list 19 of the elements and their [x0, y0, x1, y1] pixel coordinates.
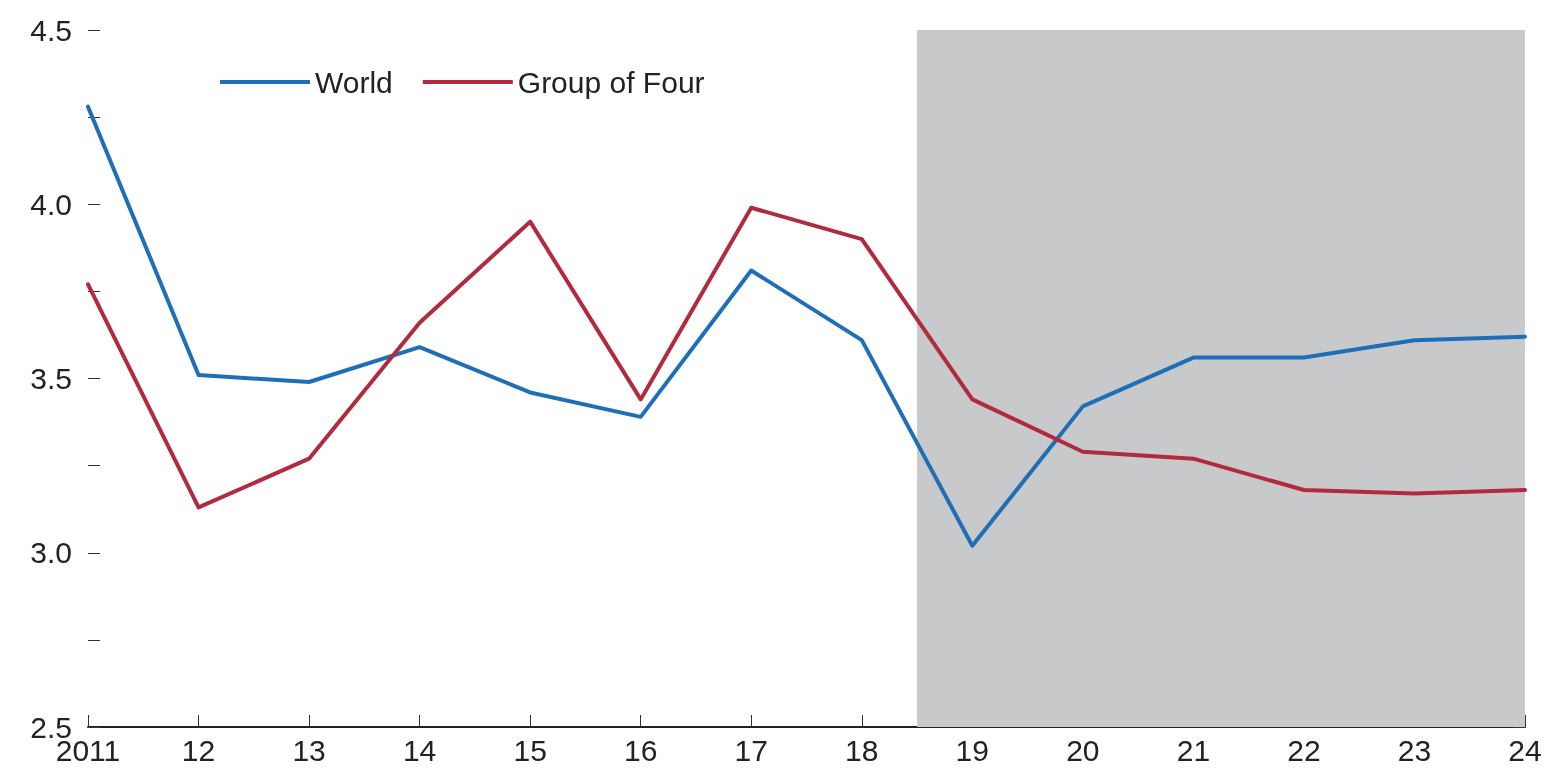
x-tick-label: 12	[181, 733, 216, 767]
y-tick-label: 4.5	[30, 13, 72, 47]
x-tick-label: 16	[624, 733, 658, 767]
x-tick-label: 21	[1176, 733, 1211, 767]
x-tick-label: 19	[955, 733, 989, 767]
x-tick-label: 17	[734, 733, 768, 767]
x-tick-label: 14	[402, 733, 437, 767]
x-tick-label: 22	[1287, 733, 1321, 767]
x-tick-label: 24	[1508, 733, 1542, 767]
y-tick-label: 4.0	[30, 187, 72, 221]
legend-label: Group of Four	[517, 65, 705, 99]
y-tick-label: 3.0	[30, 536, 72, 570]
legend-label: World	[315, 65, 393, 99]
y-tick-label: 3.5	[30, 362, 72, 395]
x-tick-label: 15	[513, 733, 547, 767]
x-tick-label: 18	[845, 733, 879, 767]
x-tick-label: 23	[1397, 733, 1432, 767]
x-tick-label: 20	[1066, 733, 1100, 767]
x-tick-label: 13	[292, 733, 326, 767]
